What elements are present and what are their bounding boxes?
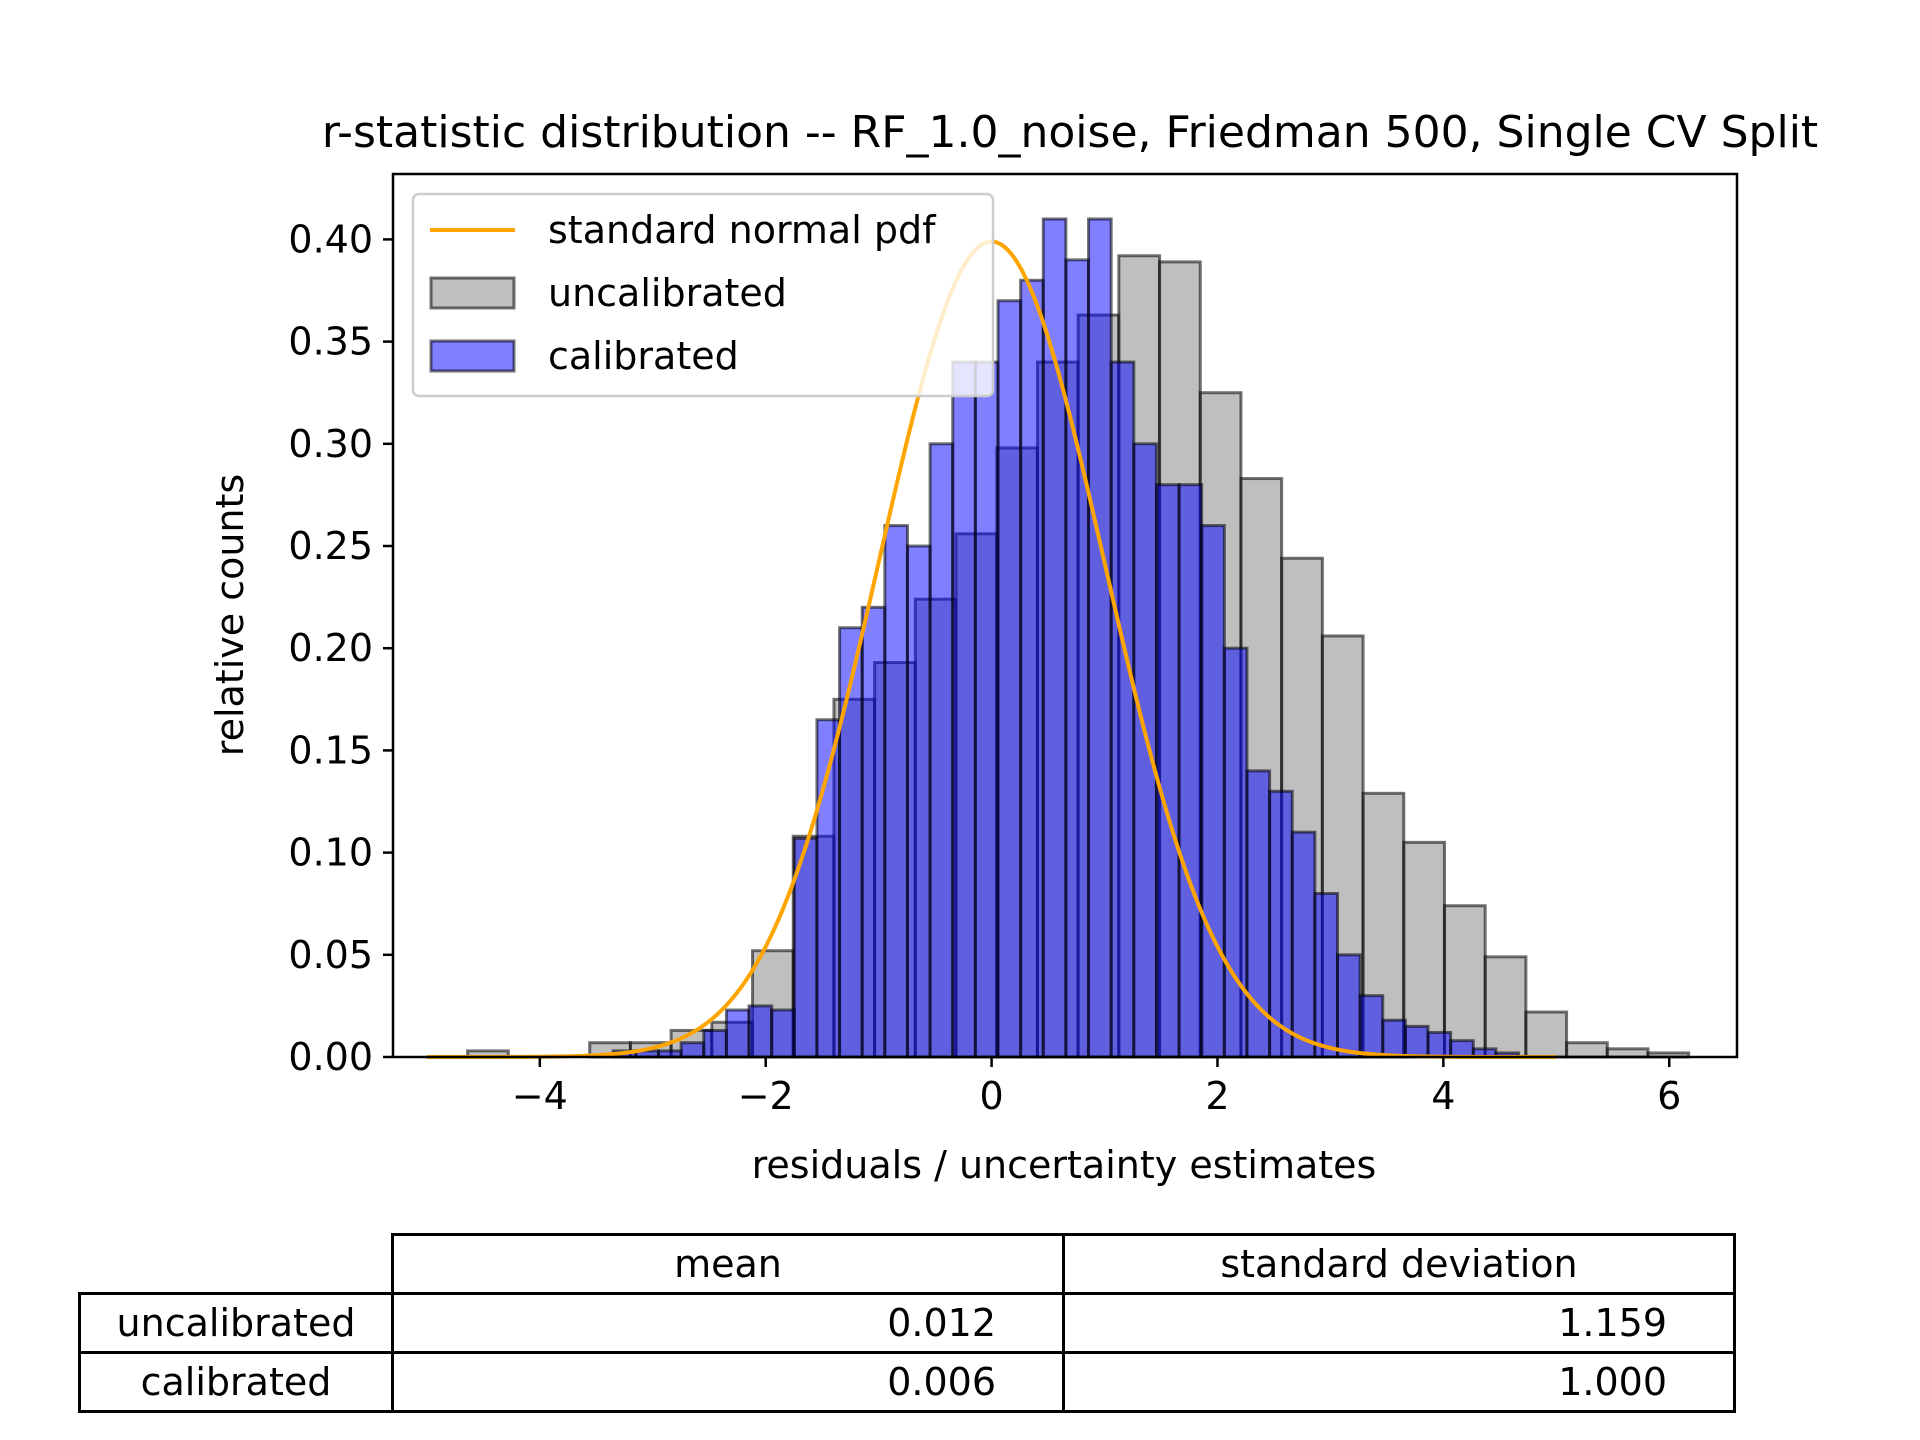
legend: standard normal pdf uncalibrated calibrate… <box>411 192 995 398</box>
uncalibrated-bar <box>1483 955 1528 1059</box>
calibrated-bar <box>883 524 909 1059</box>
calibrated-bar <box>860 605 887 1059</box>
calibrated-bar <box>724 1008 751 1059</box>
calibrated-bar <box>1019 278 1045 1059</box>
x-tick-label: −4 <box>512 1074 568 1118</box>
calibrated-bar <box>1268 789 1294 1059</box>
calibrated-bar <box>996 299 1023 1059</box>
y-tick-label: 0.30 <box>288 422 373 466</box>
x-tick-label: 4 <box>1431 1074 1455 1118</box>
x-tick-label: 6 <box>1657 1074 1681 1118</box>
calibrated-bar <box>1313 891 1340 1059</box>
uncalibrated-bar <box>1402 840 1446 1059</box>
calibrated-bar <box>702 1028 728 1059</box>
calibrated-bar <box>928 442 955 1059</box>
x-tick-label: 0 <box>979 1074 1003 1118</box>
calibrated-bar <box>1154 483 1181 1059</box>
y-axis-label: relative counts <box>208 474 252 756</box>
calibrated-bar <box>1109 360 1136 1059</box>
calibrated-bar <box>1200 524 1226 1059</box>
y-tick-label: 0.20 <box>288 626 373 670</box>
chart: r-statistic distribution -- RF_1.0_noise… <box>208 107 1818 1187</box>
table-header-std: standard deviation <box>1062 1233 1736 1295</box>
calibrated-bar <box>1290 830 1317 1059</box>
table-cell-std: 1.159 <box>1062 1292 1736 1354</box>
calibrated-bar <box>1403 1024 1430 1059</box>
y-tick-label: 0.35 <box>288 320 373 364</box>
calibrated-bar <box>770 1008 796 1059</box>
stats-table: mean standard deviation uncalibrated 0.0… <box>78 1233 1736 1413</box>
y-tick-label: 0.40 <box>288 217 373 261</box>
calibrated-bar <box>1177 483 1204 1059</box>
x-tick-label: 2 <box>1205 1074 1229 1118</box>
table-row: uncalibrated 0.012 1.159 <box>78 1292 1736 1354</box>
calibrated-bar <box>1064 258 1091 1059</box>
x-axis-ticks: −4 −2 0 2 4 6 <box>512 1057 1681 1118</box>
table-row: calibrated 0.006 1.000 <box>78 1351 1736 1413</box>
calibrated-bar <box>1381 1018 1407 1059</box>
y-tick-label: 0.10 <box>288 831 373 875</box>
x-axis-label: residuals / uncertainty estimates <box>752 1143 1377 1187</box>
calibrated-bar <box>951 360 977 1059</box>
calibrated-bar <box>838 626 864 1059</box>
calibrated-bar <box>1041 217 1068 1059</box>
uncalibrated-bar <box>1565 1041 1609 1059</box>
table-cell-std: 1.000 <box>1062 1351 1736 1413</box>
calibrated-bar <box>747 1004 774 1059</box>
calibrated-bar <box>1449 1039 1475 1059</box>
calibrated-bar <box>905 544 932 1059</box>
calibrated-bar <box>1222 646 1249 1059</box>
legend-box <box>411 192 995 398</box>
legend-label: uncalibrated <box>548 271 787 315</box>
legend-patch-swatch <box>429 339 516 373</box>
legend-label: calibrated <box>548 334 739 378</box>
axes-frame <box>391 172 1739 1059</box>
y-tick-label: 0.00 <box>288 1035 373 1079</box>
x-tick-label: −2 <box>738 1074 794 1118</box>
legend-patch-swatch <box>429 276 516 310</box>
y-tick-label: 0.25 <box>288 524 373 568</box>
calibrated-bar <box>679 1041 706 1059</box>
table-row-label: uncalibrated <box>78 1292 394 1354</box>
plot-border <box>391 172 1739 1059</box>
calibrated-bar <box>1132 442 1158 1059</box>
y-tick-label: 0.05 <box>288 933 373 977</box>
table-header-row: mean standard deviation <box>79 1233 1736 1295</box>
table-cell-mean: 0.006 <box>391 1351 1065 1413</box>
table-corner-cell <box>79 1234 394 1295</box>
legend-label: standard normal pdf <box>548 208 937 252</box>
calibrated-bar <box>1336 953 1362 1059</box>
calibrated-bar <box>1087 217 1113 1059</box>
uncalibrated-bar <box>1524 1010 1569 1059</box>
calibrated-bar <box>1358 994 1385 1059</box>
table-row-label: calibrated <box>78 1351 394 1413</box>
calibrated-bar <box>973 360 1000 1059</box>
calibrated-bar <box>1426 1030 1453 1059</box>
y-tick-label: 0.15 <box>288 728 373 772</box>
y-axis-ticks: 0.00 0.05 0.10 0.15 0.20 0.25 0.30 0.35 0.40 <box>288 217 393 1079</box>
chart-title: r-statistic distribution -- RF_1.0_noise… <box>322 107 1818 158</box>
calibrated-bars <box>611 217 1521 1059</box>
table-cell-mean: 0.012 <box>391 1292 1065 1354</box>
table-header-mean: mean <box>391 1233 1065 1295</box>
